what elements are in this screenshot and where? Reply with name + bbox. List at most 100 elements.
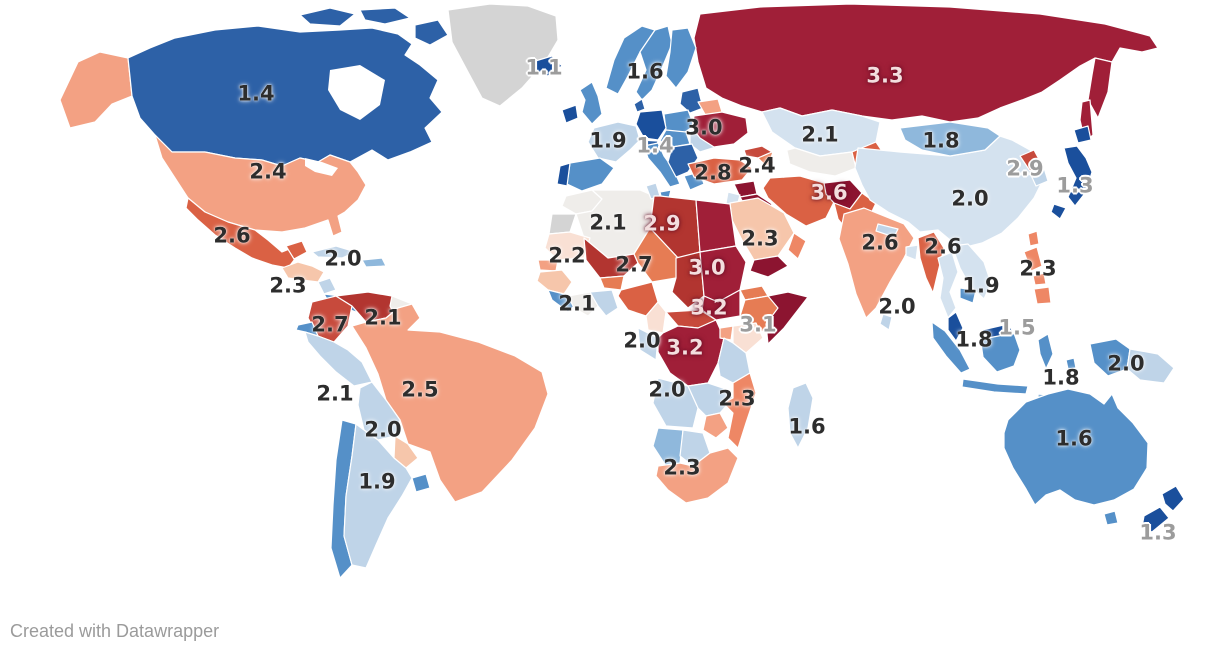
region-portugal[interactable]	[556, 162, 571, 187]
region-united-kingdom[interactable]	[579, 81, 603, 125]
region-uruguay[interactable]	[411, 473, 431, 493]
region-yemen[interactable]	[749, 255, 789, 278]
value-label-north-korea: 2.9	[1006, 156, 1044, 181]
region-iran[interactable]	[762, 175, 837, 227]
region-laos-vietnam[interactable]	[951, 243, 992, 300]
region-somalia[interactable]	[765, 291, 809, 345]
region-philippines-mindanao[interactable]	[1033, 286, 1052, 305]
region-ukraine[interactable]	[691, 111, 749, 148]
region-arctic-island-3[interactable]	[414, 19, 449, 46]
region-sulawesi[interactable]	[1037, 333, 1054, 370]
region-java[interactable]	[961, 378, 1029, 395]
region-turkey[interactable]	[687, 157, 753, 185]
region-italy[interactable]	[643, 142, 681, 188]
region-germany[interactable]	[635, 109, 667, 141]
region-japan-honshu[interactable]	[1063, 145, 1093, 207]
region-cambodia[interactable]	[959, 287, 977, 304]
region-mongolia[interactable]	[899, 121, 1001, 157]
region-taiwan[interactable]	[1027, 230, 1040, 247]
region-cameroon[interactable]	[645, 301, 667, 334]
value-label-south-africa: 2.3	[663, 455, 701, 480]
region-denmark[interactable]	[633, 98, 646, 113]
value-label-afghanistan: 3.6	[810, 180, 848, 205]
region-iceland[interactable]	[531, 55, 563, 77]
region-cuba[interactable]	[311, 245, 357, 259]
region-oman[interactable]	[787, 232, 807, 260]
region-mexico[interactable]	[185, 197, 299, 269]
region-baltics[interactable]	[679, 87, 704, 114]
region-philippines-luzon[interactable]	[1023, 246, 1043, 272]
region-australia[interactable]	[1003, 388, 1149, 506]
value-label-azerbaijan: 2.4	[738, 153, 776, 178]
region-tanzania[interactable]	[717, 337, 751, 384]
region-madagascar[interactable]	[787, 382, 814, 449]
value-label-madagascar: 1.6	[788, 414, 826, 439]
region-cote-divoire[interactable]	[567, 291, 599, 317]
region-bangladesh[interactable]	[905, 244, 919, 261]
region-nepal[interactable]	[875, 223, 899, 238]
region-north-korea[interactable]	[1019, 149, 1042, 172]
region-ghana-togo-benin[interactable]	[589, 289, 619, 317]
region-mozambique[interactable]	[722, 372, 757, 449]
region-arctic-island-1[interactable]	[299, 7, 356, 27]
region-canada[interactable]	[127, 25, 443, 167]
region-paraguay[interactable]	[393, 435, 419, 469]
value-label-brazil: 2.5	[401, 377, 439, 402]
region-western-sahara[interactable]	[548, 213, 577, 235]
region-mauritania[interactable]	[544, 231, 591, 261]
region-new-zealand-south[interactable]	[1141, 506, 1170, 533]
value-label-sweden: 1.6	[626, 59, 664, 84]
value-label-france: 1.9	[589, 128, 627, 153]
region-zimbabwe[interactable]	[702, 412, 729, 439]
region-south-korea[interactable]	[1029, 167, 1049, 187]
value-label-turkey: 2.8	[694, 160, 732, 185]
value-label-mongolia: 1.8	[922, 128, 960, 153]
region-yucatan[interactable]	[285, 240, 308, 260]
datawrapper-attribution-link[interactable]: Created with Datawrapper	[10, 621, 220, 641]
region-thailand[interactable]	[937, 251, 959, 319]
value-label-ukraine: 3.0	[685, 115, 723, 140]
region-russia[interactable]	[693, 3, 1159, 123]
region-nicaragua[interactable]	[317, 277, 337, 295]
region-papua-new-guinea[interactable]	[1126, 348, 1175, 384]
region-malaysia-borneo[interactable]	[981, 323, 1015, 339]
region-kazakhstan[interactable]	[761, 107, 881, 157]
region-mali[interactable]	[583, 237, 639, 279]
value-label-india: 2.6	[861, 230, 899, 255]
region-uganda[interactable]	[719, 325, 734, 341]
region-dr-congo[interactable]	[657, 319, 725, 387]
region-guatemala[interactable]	[281, 261, 325, 283]
region-greenland[interactable]	[447, 3, 559, 107]
region-alaska[interactable]	[59, 51, 133, 129]
region-kamchatka[interactable]	[1087, 57, 1113, 119]
region-spain[interactable]	[566, 157, 615, 192]
value-label-japan: 1.3	[1056, 173, 1094, 198]
region-new-zealand-north[interactable]	[1161, 485, 1185, 512]
region-maluku[interactable]	[1065, 357, 1077, 370]
region-ireland[interactable]	[561, 104, 579, 124]
region-sri-lanka[interactable]	[879, 313, 893, 331]
region-arctic-island-2[interactable]	[359, 7, 411, 25]
region-tasmania[interactable]	[1103, 510, 1119, 526]
region-guinea[interactable]	[536, 269, 573, 295]
region-kenya[interactable]	[732, 322, 764, 354]
region-finland[interactable]	[665, 27, 697, 89]
region-argentina[interactable]	[343, 423, 413, 569]
region-egypt[interactable]	[695, 199, 737, 253]
region-japan-hokkaido[interactable]	[1073, 125, 1092, 144]
region-myanmar[interactable]	[917, 231, 945, 294]
region-balkans[interactable]	[667, 143, 699, 178]
region-sierra-leone-liberia[interactable]	[547, 289, 577, 313]
region-malaysia-peninsula[interactable]	[947, 311, 964, 342]
value-label-chad: 3.2	[690, 295, 728, 320]
region-france[interactable]	[587, 121, 641, 163]
region-hispaniola[interactable]	[361, 257, 387, 268]
region-sweden[interactable]	[635, 25, 673, 101]
region-sumatra[interactable]	[931, 321, 971, 374]
region-japan-kyushu[interactable]	[1050, 203, 1067, 220]
region-gabon-congo[interactable]	[637, 327, 659, 361]
region-burkina-faso[interactable]	[599, 275, 625, 291]
region-south-africa[interactable]	[655, 447, 739, 504]
region-philippines-visayas[interactable]	[1032, 272, 1047, 286]
